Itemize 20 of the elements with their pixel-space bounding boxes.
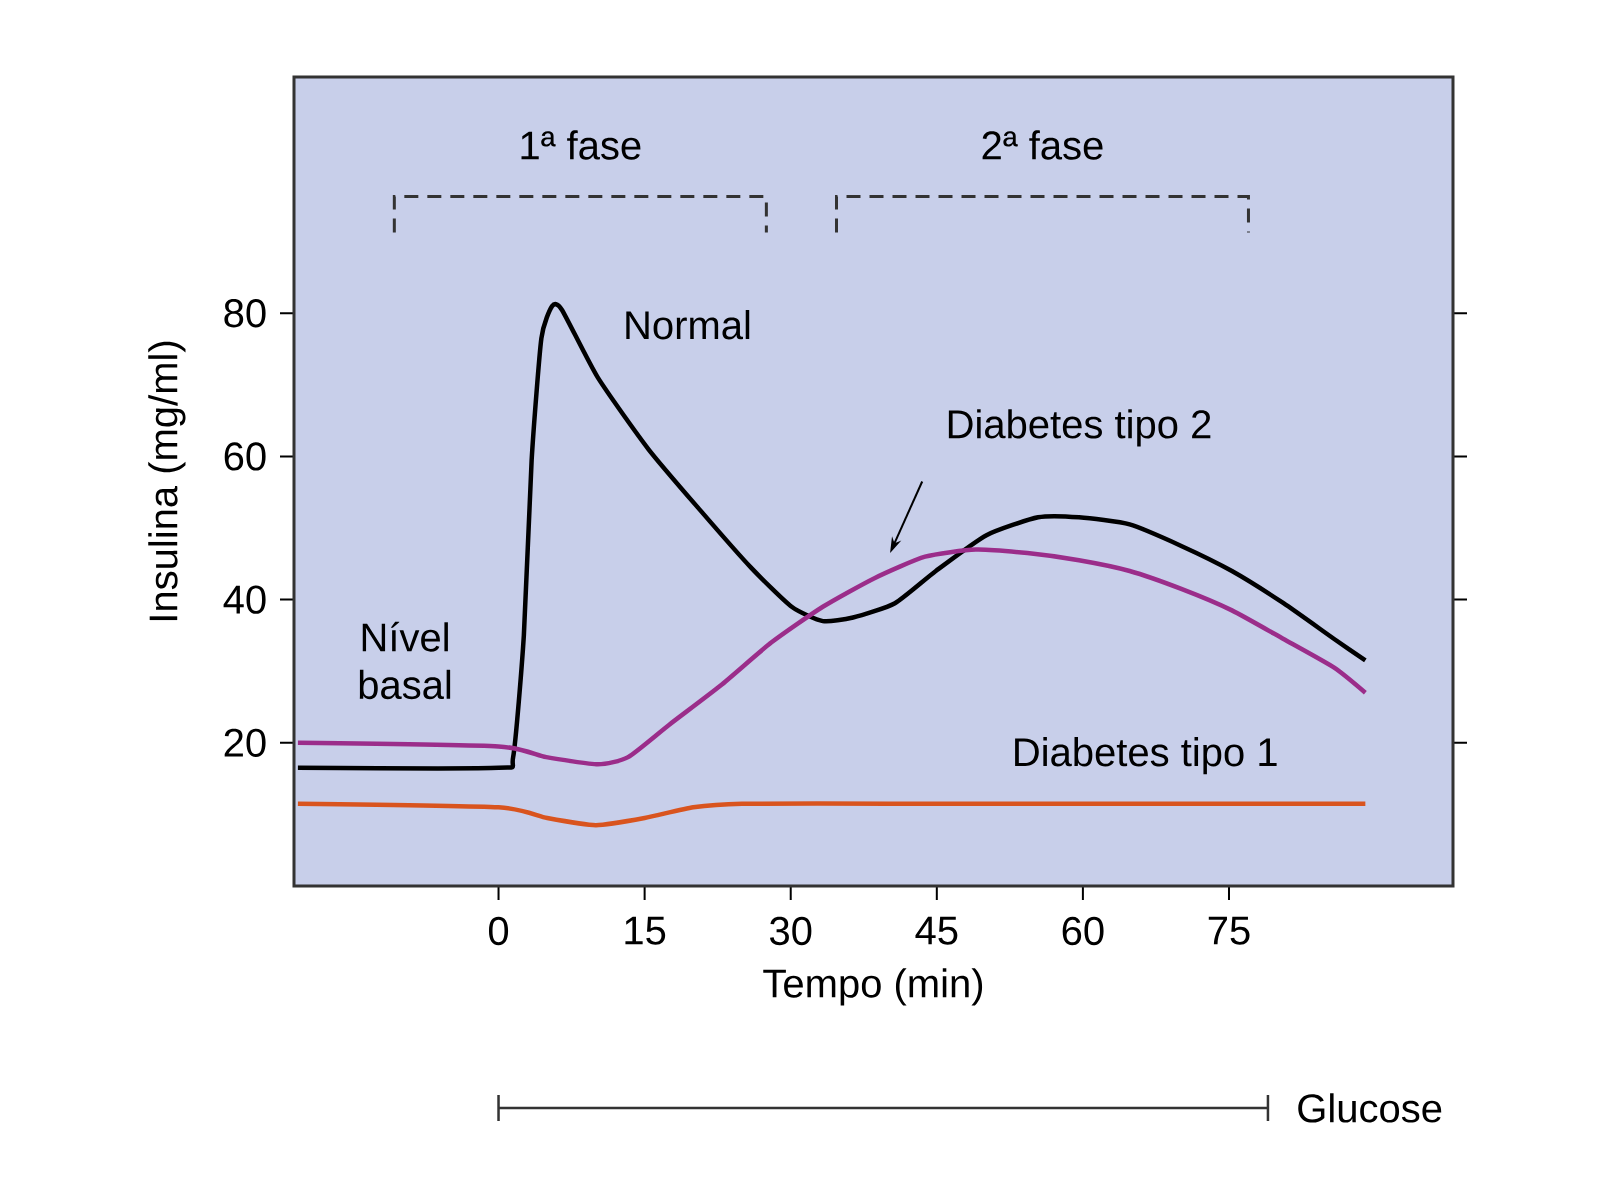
text: Glucose: [1298, 1093, 1442, 1123]
x-tick-label: 30: [770, 916, 812, 946]
series-label: Diabetes tipo 1: [1015, 737, 1277, 775]
annotation: Nível basal: [359, 621, 451, 700]
annotation: 1ª fase: [521, 130, 641, 160]
y-tick-label: 80: [224, 299, 266, 328]
x-tick-label: 45: [915, 916, 958, 945]
x-tick-label: 15: [625, 916, 666, 945]
y-tick-label: 60: [224, 442, 266, 471]
y-tick-label: 40: [223, 585, 266, 614]
x-tick-label: 75: [1208, 916, 1250, 945]
x-axis-title: Tempo (min): [763, 968, 983, 1006]
text: Diabetes tipo 2: [948, 409, 1211, 447]
annotation: 2ª fase: [982, 130, 1103, 160]
y-axis-title: Insulina (mg/ml): [148, 341, 186, 621]
line-series: [295, 801, 1368, 828]
series-label: Normal: [626, 310, 750, 340]
x-tick-label: 60: [1062, 916, 1104, 946]
y-tick-label: 20: [224, 728, 266, 757]
x-tick-label: 0: [488, 916, 509, 946]
